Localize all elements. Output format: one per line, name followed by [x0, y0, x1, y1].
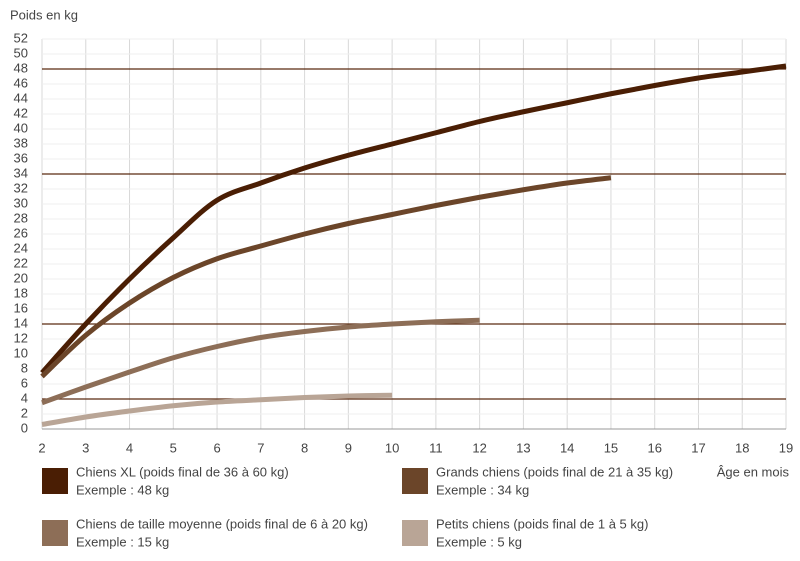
x-tick-label: 17 [691, 440, 705, 455]
legend-label: Chiens de taille moyenne (poids final de… [76, 516, 368, 531]
y-tick-label: 16 [14, 300, 28, 315]
y-tick-label: 50 [14, 45, 28, 60]
y-tick-label: 4 [21, 390, 28, 405]
legend-swatch [402, 520, 428, 546]
legend-label: Petits chiens (poids final de 1 à 5 kg) [436, 516, 648, 531]
x-tick-label: 2 [38, 440, 45, 455]
series-line [41, 392, 393, 427]
y-tick-label: 22 [14, 255, 28, 270]
y-tick-label: 48 [14, 60, 28, 75]
x-axis-label: Âge en mois [717, 464, 790, 479]
x-tick-label: 16 [647, 440, 661, 455]
y-tick-label: 26 [14, 225, 28, 240]
y-tick-label: 10 [14, 345, 28, 360]
x-tick-label: 12 [472, 440, 486, 455]
y-tick-label: 44 [14, 90, 28, 105]
x-tick-label: 6 [213, 440, 220, 455]
legend-example: Exemple : 15 kg [76, 534, 169, 549]
x-tick-label: 10 [385, 440, 399, 455]
y-tick-label: 28 [14, 210, 28, 225]
legend-swatch [42, 520, 68, 546]
y-tick-label: 52 [14, 30, 28, 45]
y-tick-label: 30 [14, 195, 28, 210]
x-tick-label: 9 [345, 440, 352, 455]
y-tick-label: 46 [14, 75, 28, 90]
y-tick-label: 34 [14, 165, 28, 180]
y-tick-label: 18 [14, 285, 28, 300]
x-tick-label: 14 [560, 440, 574, 455]
y-tick-label: 40 [14, 120, 28, 135]
y-tick-label: 36 [14, 150, 28, 165]
series-line [40, 63, 787, 375]
x-tick-label: 11 [429, 440, 443, 455]
y-tick-label: 8 [21, 360, 28, 375]
legend-label: Grands chiens (poids final de 21 à 35 kg… [436, 464, 673, 479]
y-tick-label: 32 [14, 180, 28, 195]
x-tick-label: 8 [301, 440, 308, 455]
y-axis-label: Poids en kg [10, 7, 78, 22]
y-tick-label: 20 [14, 270, 28, 285]
y-tick-label: 2 [21, 405, 28, 420]
legend-example: Exemple : 5 kg [436, 534, 522, 549]
y-tick-label: 24 [14, 240, 28, 255]
legend-label: Chiens XL (poids final de 36 à 60 kg) [76, 464, 289, 479]
series-line [41, 317, 480, 406]
x-tick-label: 4 [126, 440, 133, 455]
x-tick-label: 15 [604, 440, 618, 455]
legend-swatch [42, 468, 68, 494]
legend-example: Exemple : 48 kg [76, 482, 169, 497]
y-tick-label: 0 [21, 420, 28, 435]
y-tick-label: 6 [21, 375, 28, 390]
x-tick-label: 19 [779, 440, 793, 455]
legend-example: Exemple : 34 kg [436, 482, 529, 497]
x-tick-label: 13 [516, 440, 530, 455]
x-tick-label: 3 [82, 440, 89, 455]
y-tick-label: 38 [14, 135, 28, 150]
x-tick-label: 5 [170, 440, 177, 455]
x-tick-label: 7 [257, 440, 264, 455]
y-tick-label: 42 [14, 105, 28, 120]
x-tick-label: 18 [735, 440, 749, 455]
series-line [40, 175, 612, 379]
y-tick-label: 14 [14, 315, 28, 330]
legend-swatch [402, 468, 428, 494]
y-tick-label: 12 [14, 330, 28, 345]
